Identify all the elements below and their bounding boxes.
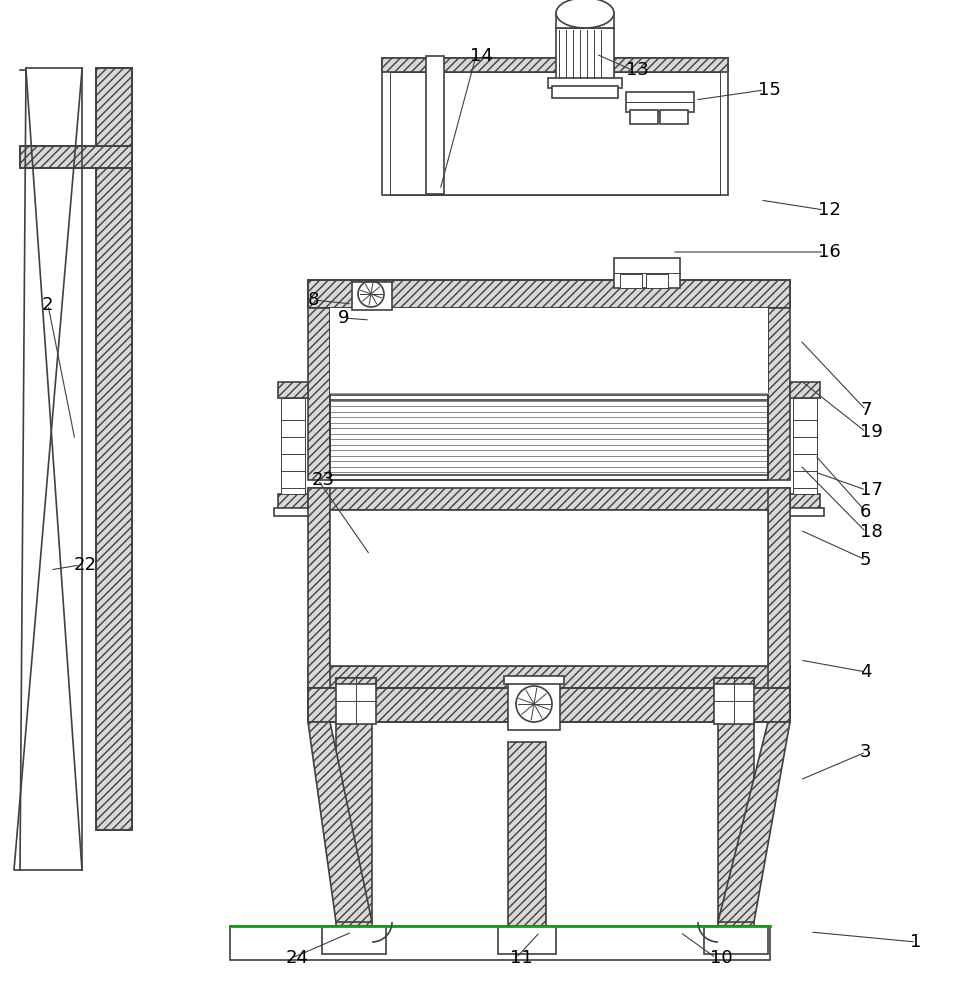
Text: 16: 16 xyxy=(818,243,841,261)
Bar xyxy=(330,400,768,480)
Text: 23: 23 xyxy=(312,471,335,489)
Polygon shape xyxy=(718,722,790,922)
Bar xyxy=(20,146,132,168)
Bar xyxy=(96,68,132,830)
Text: 4: 4 xyxy=(860,663,871,681)
Polygon shape xyxy=(308,722,372,922)
Text: 9: 9 xyxy=(338,309,350,327)
Bar xyxy=(508,678,560,730)
Text: 22: 22 xyxy=(74,556,97,574)
Text: 5: 5 xyxy=(860,551,871,569)
Bar xyxy=(768,308,790,480)
Text: 12: 12 xyxy=(818,201,841,219)
Bar xyxy=(718,722,754,926)
Text: 1: 1 xyxy=(910,933,921,951)
Bar xyxy=(336,678,376,724)
Bar xyxy=(646,274,668,288)
Text: 19: 19 xyxy=(860,423,883,441)
Bar xyxy=(308,488,330,688)
Bar xyxy=(308,688,790,722)
Bar xyxy=(382,58,728,195)
Bar xyxy=(308,308,330,480)
Bar xyxy=(278,382,308,398)
Bar xyxy=(330,308,768,394)
Text: 24: 24 xyxy=(286,949,309,967)
Bar xyxy=(508,742,546,926)
Bar xyxy=(790,494,820,510)
Bar xyxy=(330,510,768,666)
Bar xyxy=(274,508,312,516)
Bar xyxy=(498,926,556,954)
Bar xyxy=(504,676,564,684)
Bar xyxy=(768,488,790,688)
Bar xyxy=(790,382,820,398)
Bar xyxy=(704,926,768,954)
Bar xyxy=(330,395,768,475)
Ellipse shape xyxy=(556,0,614,28)
Bar xyxy=(552,86,618,98)
Text: 6: 6 xyxy=(860,503,871,521)
Bar xyxy=(330,395,768,475)
Bar xyxy=(308,688,790,722)
Bar xyxy=(352,282,392,310)
Bar xyxy=(308,488,790,510)
Bar xyxy=(336,678,376,684)
Text: 18: 18 xyxy=(860,523,883,541)
Bar xyxy=(548,78,622,88)
Bar xyxy=(626,92,694,112)
Bar xyxy=(308,280,790,308)
Bar xyxy=(322,926,386,954)
Bar xyxy=(330,308,768,480)
Text: 8: 8 xyxy=(308,291,319,309)
Bar xyxy=(230,926,770,960)
Bar xyxy=(390,72,720,195)
Bar xyxy=(556,13,614,28)
Bar xyxy=(630,110,658,124)
Bar xyxy=(308,666,790,688)
Text: 7: 7 xyxy=(860,401,871,419)
Text: 15: 15 xyxy=(758,81,781,99)
Bar xyxy=(660,110,688,124)
Bar xyxy=(714,678,754,684)
Bar xyxy=(793,398,817,494)
Text: 11: 11 xyxy=(510,949,532,967)
Bar xyxy=(786,508,824,516)
Text: 10: 10 xyxy=(710,949,733,967)
Bar xyxy=(278,494,308,510)
Bar xyxy=(281,398,305,494)
Text: 14: 14 xyxy=(470,47,492,65)
Bar xyxy=(620,274,642,288)
Bar xyxy=(614,258,680,288)
Bar xyxy=(714,678,754,724)
Text: 3: 3 xyxy=(860,743,871,761)
Bar xyxy=(336,722,372,926)
Bar xyxy=(308,280,790,308)
Bar xyxy=(96,68,132,830)
Bar xyxy=(382,58,728,72)
Bar xyxy=(426,56,444,194)
Bar xyxy=(20,146,132,168)
Bar xyxy=(556,28,614,80)
Text: 13: 13 xyxy=(626,61,649,79)
Text: 17: 17 xyxy=(860,481,883,499)
Text: 2: 2 xyxy=(42,296,54,314)
